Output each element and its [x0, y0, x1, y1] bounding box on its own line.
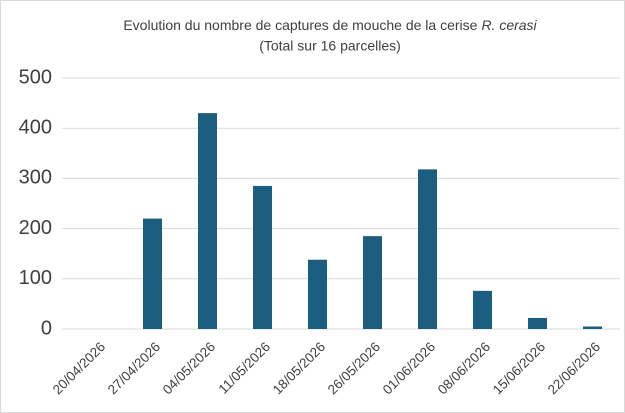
bar	[143, 218, 162, 329]
chart-title: Evolution du nombre de captures de mouch…	[123, 17, 537, 33]
chart-subtitle: (Total sur 16 parcelles)	[259, 38, 401, 54]
y-tick-label: 0	[41, 317, 52, 339]
bar	[583, 326, 602, 329]
bar	[308, 259, 327, 329]
bar	[253, 185, 272, 329]
y-tick-label: 400	[19, 116, 52, 138]
y-tick-label: 300	[19, 167, 52, 189]
bar	[528, 317, 547, 329]
bar	[473, 290, 492, 329]
y-tick-label: 200	[19, 217, 52, 239]
bar	[363, 236, 382, 329]
y-tick-label: 100	[19, 267, 52, 289]
title-text: Evolution du nombre de captures de mouch…	[123, 17, 477, 33]
title-species: R. cerasi	[481, 17, 537, 33]
bar	[418, 169, 437, 329]
bar	[198, 113, 217, 329]
y-tick-label: 500	[19, 66, 52, 88]
